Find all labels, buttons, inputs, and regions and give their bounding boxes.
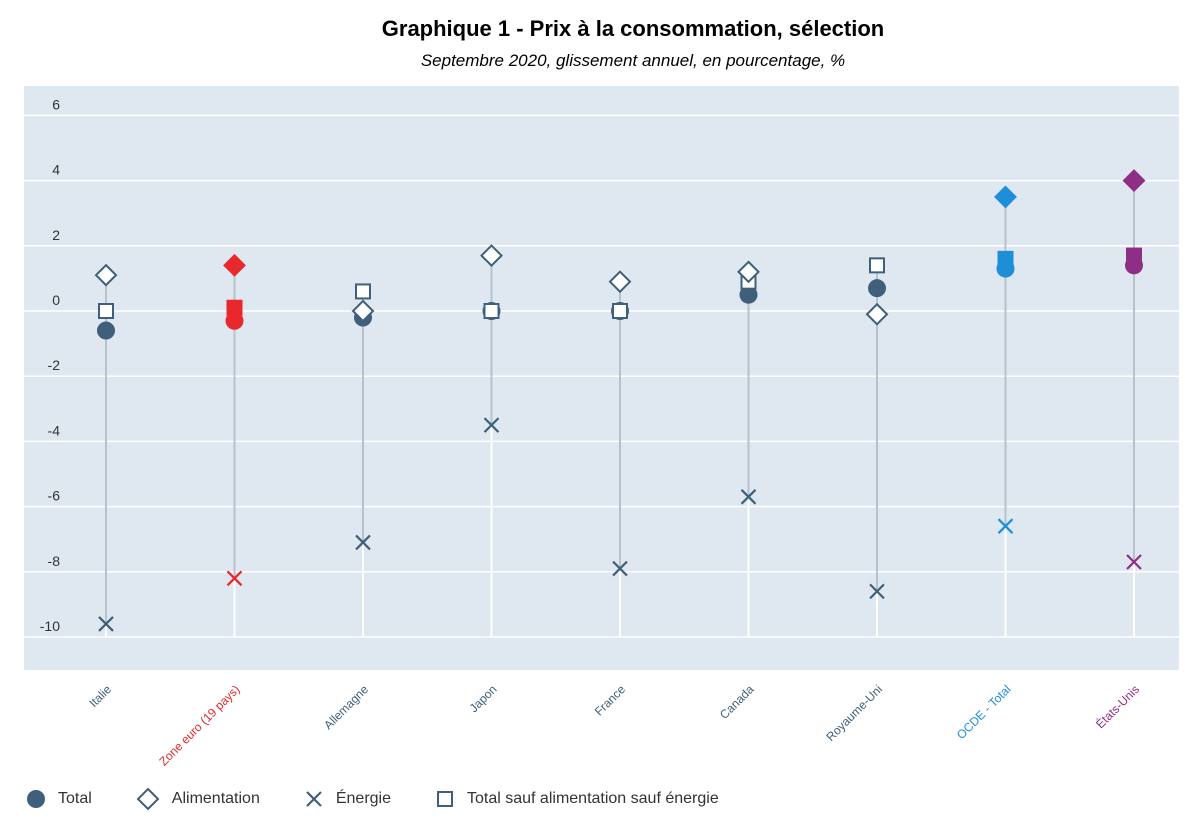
- food-point[interactable]: [865, 302, 889, 326]
- square-marker-icon: [437, 791, 453, 807]
- x-tick-label: Zone euro (19 pays): [156, 682, 242, 768]
- total-point[interactable]: [97, 321, 115, 340]
- legend-item-core[interactable]: Total sauf alimentation sauf énergie: [435, 789, 719, 809]
- energy-point[interactable]: [612, 560, 628, 577]
- chart-canvas: 6 4 2 0 -2 -4 -6 -8 -10 Italie Zone euro (19 pays)…: [24, 86, 1179, 769]
- legend: Total Alimentation Énergie Total sauf al…: [26, 786, 763, 812]
- x-tick-label: Royaume-Uni: [823, 682, 885, 744]
- legend-label-energy: Énergie: [335, 790, 391, 807]
- food-point[interactable]: [1122, 169, 1146, 193]
- energy-point[interactable]: [483, 417, 500, 433]
- core-point[interactable]: [98, 303, 114, 319]
- y-tick-label: 2: [52, 227, 60, 243]
- core-point[interactable]: [355, 283, 371, 300]
- y-tick-label: -6: [48, 488, 61, 504]
- x-tick-label: France: [592, 682, 629, 719]
- x-tick-label: Japon: [467, 682, 500, 715]
- energy-point[interactable]: [355, 534, 371, 551]
- x-tick-label: OCDE - Total: [954, 682, 1014, 742]
- y-tick-label: 6: [52, 96, 60, 112]
- core-point[interactable]: [612, 303, 628, 319]
- legend-label-food: Alimentation: [171, 790, 260, 807]
- core-point[interactable]: [1126, 247, 1142, 264]
- y-tick-label: -2: [48, 357, 61, 373]
- legend-item-total[interactable]: Total: [26, 789, 92, 809]
- chart-subtitle: Septembre 2020, glissement annuel, en po…: [420, 51, 846, 70]
- y-tick-label: 0: [52, 292, 60, 308]
- legend-item-energy[interactable]: Énergie: [304, 789, 391, 809]
- x-tick-label: Canada: [717, 682, 757, 722]
- legend-label-core: Total sauf alimentation sauf énergie: [467, 790, 719, 807]
- food-point[interactable]: [737, 260, 760, 284]
- y-tick-label: -8: [48, 553, 61, 569]
- x-tick-label: Allemagne: [321, 682, 371, 732]
- energy-point[interactable]: [1126, 554, 1142, 570]
- core-point[interactable]: [997, 250, 1014, 267]
- core-point[interactable]: [226, 299, 243, 316]
- legend-label-total: Total: [58, 790, 92, 807]
- chart-title: Graphique 1 - Prix à la consommation, sé…: [381, 16, 885, 41]
- legend-item-food[interactable]: Alimentation: [136, 787, 260, 811]
- diamond-marker-icon: [136, 787, 160, 811]
- cross-marker-icon: [306, 791, 322, 807]
- energy-point[interactable]: [98, 616, 114, 632]
- food-point[interactable]: [608, 270, 632, 294]
- food-point[interactable]: [94, 263, 118, 287]
- food-point[interactable]: [994, 185, 1017, 209]
- y-tick-label: -10: [40, 618, 60, 634]
- energy-point[interactable]: [226, 570, 243, 587]
- total-point[interactable]: [225, 311, 244, 330]
- x-tick-label: Italie: [86, 682, 114, 710]
- energy-point[interactable]: [997, 518, 1014, 534]
- energy-point[interactable]: [869, 583, 885, 600]
- y-tick-label: 4: [52, 162, 60, 178]
- x-tick-label: États-Unis: [1092, 682, 1142, 732]
- food-point[interactable]: [223, 253, 246, 277]
- total-point[interactable]: [739, 285, 758, 304]
- energy-point[interactable]: [740, 489, 757, 505]
- core-point[interactable]: [483, 303, 500, 319]
- food-point[interactable]: [351, 299, 375, 323]
- core-point[interactable]: [869, 257, 885, 274]
- plot-area: [24, 86, 1179, 670]
- total-point[interactable]: [868, 279, 886, 298]
- y-tick-label: -4: [48, 422, 61, 438]
- circle-marker-icon: [27, 790, 45, 808]
- food-point[interactable]: [480, 244, 503, 267]
